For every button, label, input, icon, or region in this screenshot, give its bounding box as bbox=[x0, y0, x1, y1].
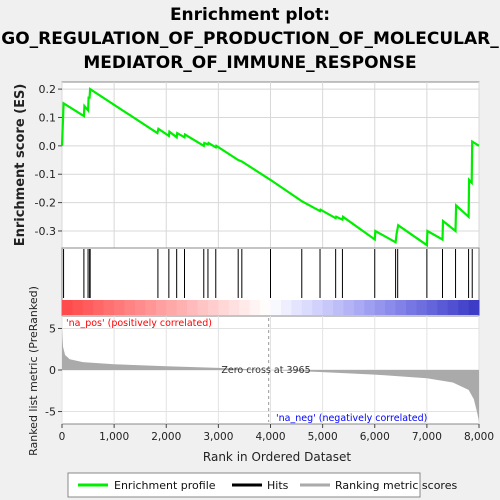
x-tick-label: 5,000 bbox=[308, 431, 338, 443]
color-bar-segment bbox=[426, 300, 438, 315]
color-bar-segment bbox=[343, 300, 355, 315]
color-bar-segment bbox=[395, 300, 407, 315]
ranking-metric-area bbox=[62, 328, 479, 422]
color-bar-segment bbox=[124, 300, 136, 315]
zero-cross-label: Zero cross at 3965 bbox=[221, 365, 310, 376]
color-bar-segment bbox=[406, 300, 417, 315]
rank-xlabel: Rank in Ordered Dataset bbox=[203, 450, 351, 464]
color-bar-segment bbox=[176, 300, 188, 315]
x-tick-label: 7,000 bbox=[412, 431, 442, 443]
es-axis-ticks: 0.2 0.1 0.0 -0.1 -0.2 -0.3 bbox=[35, 83, 62, 238]
x-axis-ticks: 0 1,000 2,000 3,000 4,000 5,000 6,000 7,000 8,00… bbox=[59, 424, 494, 443]
es-tick-label: -0.1 bbox=[35, 168, 56, 181]
color-bar-segment bbox=[249, 300, 261, 315]
color-bar-segment bbox=[155, 300, 167, 315]
es-tick-label: 0.1 bbox=[39, 111, 57, 124]
x-tick-label: 6,000 bbox=[360, 431, 390, 443]
legend-enrichment-label: Enrichment profile bbox=[114, 479, 216, 492]
title-line-1: Enrichment plot: bbox=[170, 5, 330, 25]
x-tick-label: 8,000 bbox=[464, 431, 494, 443]
rank-tick-label: 0 bbox=[49, 364, 56, 377]
color-bar-segment bbox=[187, 300, 199, 315]
color-bar-segment bbox=[145, 300, 157, 315]
rank-ylabel: Ranked list metric (PreRanked) bbox=[27, 286, 40, 456]
color-bar-segment bbox=[134, 300, 146, 315]
x-tick-label: 1,000 bbox=[99, 431, 129, 443]
color-bar-segment bbox=[374, 300, 386, 315]
hit-marks bbox=[63, 249, 473, 298]
color-bar-segment bbox=[301, 300, 313, 315]
color-bar-segment bbox=[228, 300, 240, 315]
color-bar-segment bbox=[114, 300, 126, 315]
rank-axis-ticks: 5 0 -5 bbox=[45, 322, 62, 419]
color-bar-segment bbox=[322, 300, 334, 315]
color-bar-segment bbox=[207, 300, 219, 315]
negative-correlation-label: 'na_neg' (negatively correlated) bbox=[276, 413, 427, 424]
rank-tick-label: 5 bbox=[49, 322, 56, 335]
color-bar-segment bbox=[416, 300, 428, 315]
color-bar-segment bbox=[447, 300, 459, 315]
color-bar-segment bbox=[82, 300, 94, 315]
color-bar-segment bbox=[93, 300, 105, 315]
color-bar-segment bbox=[385, 300, 397, 315]
x-tick-label: 2,000 bbox=[151, 431, 181, 443]
color-bar-segment bbox=[353, 300, 365, 315]
es-gridlines bbox=[61, 82, 480, 248]
legend-ranking-label: Ranking metric scores bbox=[335, 479, 457, 492]
color-bar-segment bbox=[333, 300, 344, 315]
es-tick-label: 0.0 bbox=[39, 140, 57, 153]
color-bar-segment bbox=[166, 300, 178, 315]
color-bar-segment bbox=[364, 300, 376, 315]
color-bar-segment bbox=[280, 300, 292, 315]
x-tick-label: 3,000 bbox=[203, 431, 233, 443]
positive-correlation-label: 'na_pos' (positively correlated) bbox=[66, 318, 212, 329]
color-bar-segment bbox=[458, 300, 470, 315]
x-tick-label: 4,000 bbox=[255, 431, 285, 443]
legend-hits-label: Hits bbox=[267, 479, 289, 492]
es-tick-label: 0.2 bbox=[39, 83, 57, 96]
x-tick-label: 0 bbox=[59, 431, 66, 443]
color-bar-segment bbox=[239, 300, 251, 315]
es-axis-label: Enrichment score (ES) bbox=[13, 84, 28, 247]
title-line-2: GO_REGULATION_OF_PRODUCTION_OF_MOLECULAR… bbox=[1, 29, 499, 49]
color-bar-segment bbox=[197, 300, 209, 315]
color-bar-segment bbox=[437, 300, 449, 315]
color-bar-segment bbox=[291, 300, 303, 315]
color-bar-segment bbox=[62, 300, 73, 315]
rank-tick-label: -5 bbox=[45, 406, 56, 419]
color-bar-segment bbox=[260, 300, 271, 315]
enrichment-profile-line bbox=[60, 87, 480, 248]
es-tick-label: -0.3 bbox=[35, 225, 56, 238]
color-bar-segment bbox=[72, 300, 84, 315]
color-bar-segment bbox=[218, 300, 230, 315]
color-bar-segment bbox=[468, 300, 480, 315]
rank-color-bar bbox=[62, 300, 480, 315]
color-bar-segment bbox=[103, 300, 115, 315]
color-bar-segment bbox=[312, 300, 324, 315]
title-line-3: MEDIATOR_OF_IMMUNE_RESPONSE bbox=[83, 53, 416, 73]
color-bar-segment bbox=[270, 300, 282, 315]
es-tick-label: -0.2 bbox=[35, 197, 56, 210]
